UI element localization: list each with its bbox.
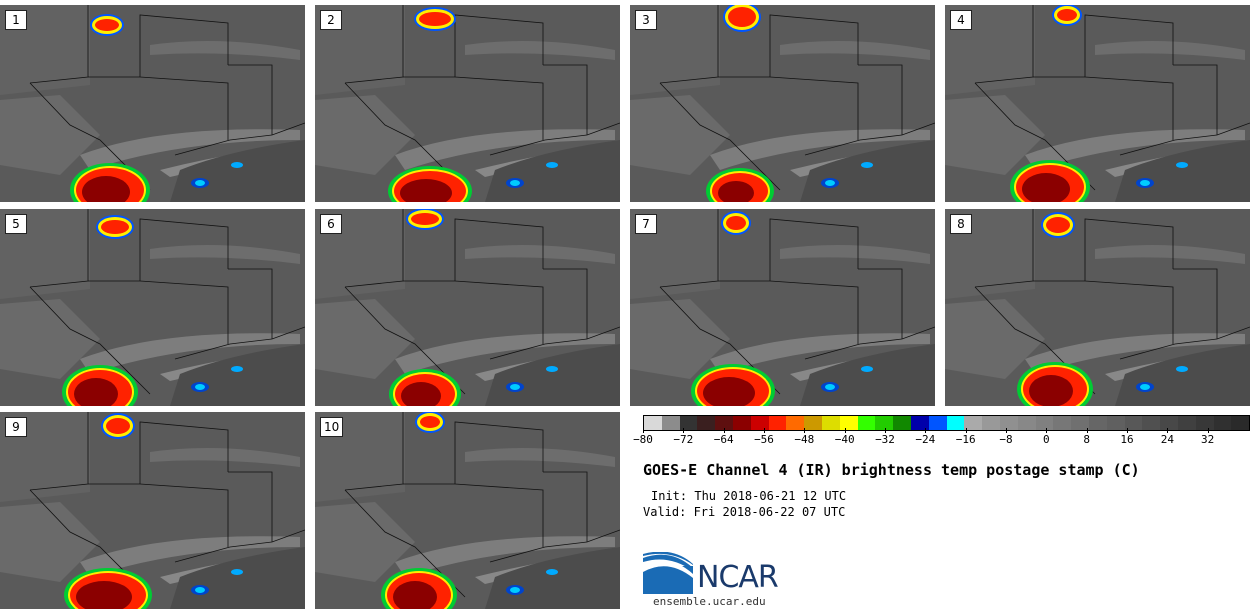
panel-number: 10 [320, 417, 344, 437]
colorbar-tick-label: 24 [1160, 433, 1174, 446]
ncar-logo-icon [643, 552, 693, 594]
colorbar-swatch [697, 416, 716, 430]
colorbar-tick [925, 428, 927, 433]
colorbar-swatch [1053, 416, 1072, 430]
colorbar-swatch [982, 416, 1000, 430]
valid-time: Valid: Fri 2018-06-22 07 UTC [643, 505, 846, 519]
colorbar-swatch [750, 416, 769, 430]
colorbar-tick-label: −64 [713, 433, 734, 446]
colorbar-swatch [732, 416, 751, 430]
panel-number: 7 [635, 214, 657, 234]
member-panel-6: 6 [315, 209, 620, 406]
colorbar-swatch [786, 416, 805, 430]
panel-number: 5 [5, 214, 27, 234]
member-panel-4: 4 [945, 5, 1250, 202]
colorbar-tick-label: −48 [794, 433, 815, 446]
colorbar-tick [844, 428, 846, 433]
colorbar-swatch [875, 416, 894, 430]
colorbar-tick-label: 16 [1120, 433, 1134, 446]
panel-number: 1 [5, 10, 27, 30]
colorbar-tick [683, 428, 685, 433]
colorbar-swatch [1035, 416, 1054, 430]
colorbar-swatch [821, 416, 840, 430]
colorbar-tick-label: 8 [1083, 433, 1090, 446]
colorbar-swatch [928, 416, 947, 430]
colorbar-swatch [1071, 416, 1089, 430]
logo-text: NCAR [697, 560, 779, 595]
colorbar-tick [1046, 428, 1048, 433]
colorbar-swatch [1195, 416, 1214, 430]
colorbar-swatch [1142, 416, 1161, 430]
colorbar-swatch [644, 416, 662, 430]
colorbar-swatch [946, 416, 965, 430]
colorbar-tick [1207, 428, 1209, 433]
colorbar-tick [1167, 428, 1169, 433]
member-panel-2: 2 [315, 5, 620, 202]
colorbar-swatch [768, 416, 787, 430]
panel-number: 9 [5, 417, 27, 437]
panel-number: 6 [320, 214, 342, 234]
colorbar-tick [764, 428, 765, 433]
colorbar-swatch [1106, 416, 1125, 430]
member-panel-1: 1 [0, 5, 305, 202]
member-panel-10: 10 [315, 412, 620, 609]
colorbar-tick [1006, 428, 1007, 433]
colorbar-tick-label: −8 [999, 433, 1013, 446]
colorbar-swatch [661, 416, 680, 430]
colorbar-swatch [857, 416, 876, 430]
colorbar-tick-label: −24 [915, 433, 936, 446]
panel-number: 3 [635, 10, 657, 30]
colorbar-tick [643, 428, 644, 433]
colorbar-tick-label: −40 [834, 433, 855, 446]
colorbar-swatch [804, 416, 822, 430]
colorbar-tick [965, 428, 967, 433]
logo-url: ensemble.ucar.edu [653, 595, 766, 608]
colorbar-tick-label: −56 [754, 433, 774, 446]
colorbar-tick [885, 428, 886, 433]
figure-title: GOES-E Channel 4 (IR) brightness temp po… [643, 461, 1140, 479]
member-panel-3: 3 [630, 5, 935, 202]
panel-number: 2 [320, 10, 342, 30]
panel-number: 8 [950, 214, 972, 234]
colorbar-tick-label: 0 [1043, 433, 1050, 446]
colorbar-swatch [1213, 416, 1232, 430]
member-panel-9: 9 [0, 412, 305, 609]
colorbar-swatch [1017, 416, 1036, 430]
colorbar-tick-label: −16 [955, 433, 976, 446]
colorbar-tick [1086, 428, 1088, 433]
colorbar-tick-label: −80 [633, 433, 653, 446]
member-panel-8: 8 [945, 209, 1250, 406]
colorbar-ticks: −80 −72 −64 −56 −48 −40 −32 −24 −16 −8 0 8 16 24 32 [633, 428, 1248, 448]
panel-number: 4 [950, 10, 972, 30]
colorbar-swatch [1160, 416, 1178, 430]
colorbar-tick-label: −72 [673, 433, 694, 446]
colorbar-tick [804, 428, 806, 433]
colorbar-swatch [964, 416, 983, 430]
colorbar-swatch [679, 416, 698, 430]
colorbar-swatch [1088, 416, 1107, 430]
colorbar-swatch [893, 416, 911, 430]
colorbar-swatch [1177, 416, 1196, 430]
colorbar-swatch [715, 416, 733, 430]
colorbar-swatch [1231, 416, 1250, 430]
colorbar-swatch [999, 416, 1018, 430]
colorbar-tick-label: −32 [875, 433, 895, 446]
init-time: Init: Thu 2018-06-21 12 UTC [651, 489, 847, 503]
colorbar-swatch [839, 416, 858, 430]
colorbar-tick-label: 32 [1201, 433, 1215, 446]
colorbar-swatch [910, 416, 929, 430]
colorbar-swatch [1124, 416, 1143, 430]
member-panel-5: 5 [0, 209, 305, 406]
colorbar-tick [1127, 428, 1128, 433]
colorbar-tick [723, 428, 725, 433]
member-panel-7: 7 [630, 209, 935, 406]
colorbar [643, 415, 1250, 431]
